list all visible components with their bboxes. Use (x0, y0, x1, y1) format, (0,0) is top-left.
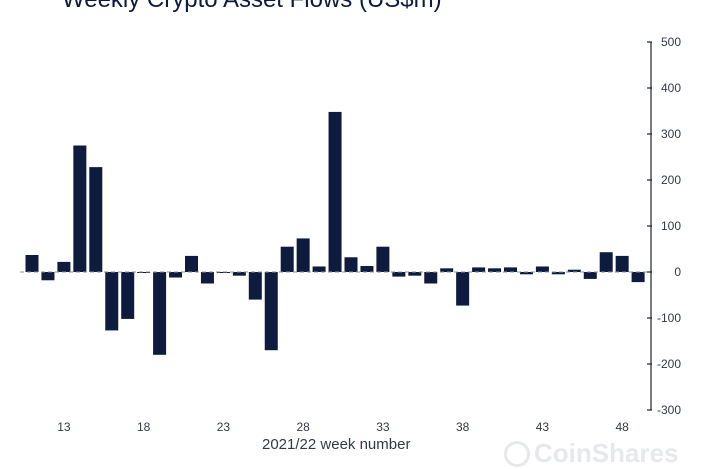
bar (137, 272, 151, 273)
bar (519, 272, 533, 275)
y-tick-label: 500 (661, 35, 681, 49)
y-tick-label: 0 (674, 265, 681, 279)
x-tick-label: 43 (536, 420, 550, 434)
bar (392, 272, 406, 277)
bar (312, 266, 326, 272)
bar (567, 269, 581, 272)
x-tick-label: 13 (57, 420, 71, 434)
bar (41, 272, 55, 281)
bar (153, 272, 167, 355)
bar (456, 272, 470, 306)
bar (535, 266, 549, 272)
y-tick-label: -100 (657, 311, 681, 325)
bar (296, 238, 310, 272)
bar (105, 272, 119, 331)
coinshares-watermark: CoinShares (504, 438, 679, 469)
bar (328, 111, 342, 272)
bar (583, 272, 597, 279)
bar (344, 257, 358, 272)
y-tick-label: 400 (661, 81, 681, 95)
x-tick-label: 33 (376, 420, 390, 434)
bar (599, 252, 613, 272)
chart-title: Weekly Crypto Asset Flows (US$m) (62, 0, 442, 14)
bar (424, 272, 438, 284)
bar (488, 268, 502, 272)
chart: Weekly Crypto Asset Flows (US$m) 500 400 3… (20, 0, 681, 468)
bar (280, 246, 294, 272)
y-tick-label: 200 (661, 173, 681, 187)
bar (89, 167, 103, 272)
bar (264, 272, 278, 351)
x-tick-label: 23 (217, 420, 231, 434)
bar (615, 255, 629, 272)
bar (185, 255, 198, 272)
x-tick-label: 28 (296, 420, 310, 434)
plot-area: 500 400 300 200 100 0 -100 -200 -300 13 18 23 28 33 38… (20, 35, 681, 434)
y-tick-label: -300 (657, 403, 681, 417)
bar (551, 272, 565, 275)
bar (504, 267, 517, 272)
y-tick-label: 300 (661, 127, 681, 141)
bar (57, 261, 71, 272)
bar (376, 246, 390, 272)
bar (232, 272, 246, 276)
watermark-text: CoinShares (534, 438, 679, 468)
bar (248, 272, 262, 300)
bar (472, 267, 486, 272)
bar (360, 266, 374, 272)
bar (200, 272, 214, 284)
bar (25, 254, 39, 272)
x-tick-label: 18 (137, 420, 151, 434)
bar (121, 272, 135, 319)
bar (631, 272, 645, 283)
coinshares-logo-icon (504, 440, 530, 467)
x-tick-label: 48 (615, 420, 629, 434)
x-axis-label: 2021/22 week number (262, 436, 411, 453)
y-tick-label: -200 (657, 357, 681, 371)
bar (169, 272, 183, 278)
y-tick-label: 100 (661, 219, 681, 233)
x-tick-label: 38 (456, 420, 470, 434)
bar (73, 145, 87, 272)
bar (440, 268, 454, 272)
bar (408, 272, 422, 276)
